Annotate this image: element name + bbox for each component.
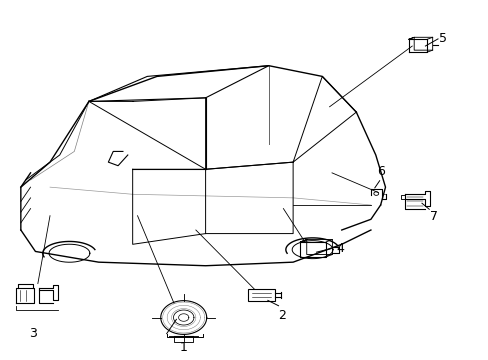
Text: 1: 1 [180, 342, 187, 355]
Text: 3: 3 [29, 327, 38, 340]
Text: 7: 7 [429, 210, 437, 223]
Text: 2: 2 [278, 309, 286, 321]
Circle shape [373, 192, 378, 195]
Text: 4: 4 [335, 242, 343, 255]
Text: 5: 5 [438, 32, 446, 45]
FancyBboxPatch shape [247, 289, 274, 301]
Text: 6: 6 [376, 165, 384, 178]
